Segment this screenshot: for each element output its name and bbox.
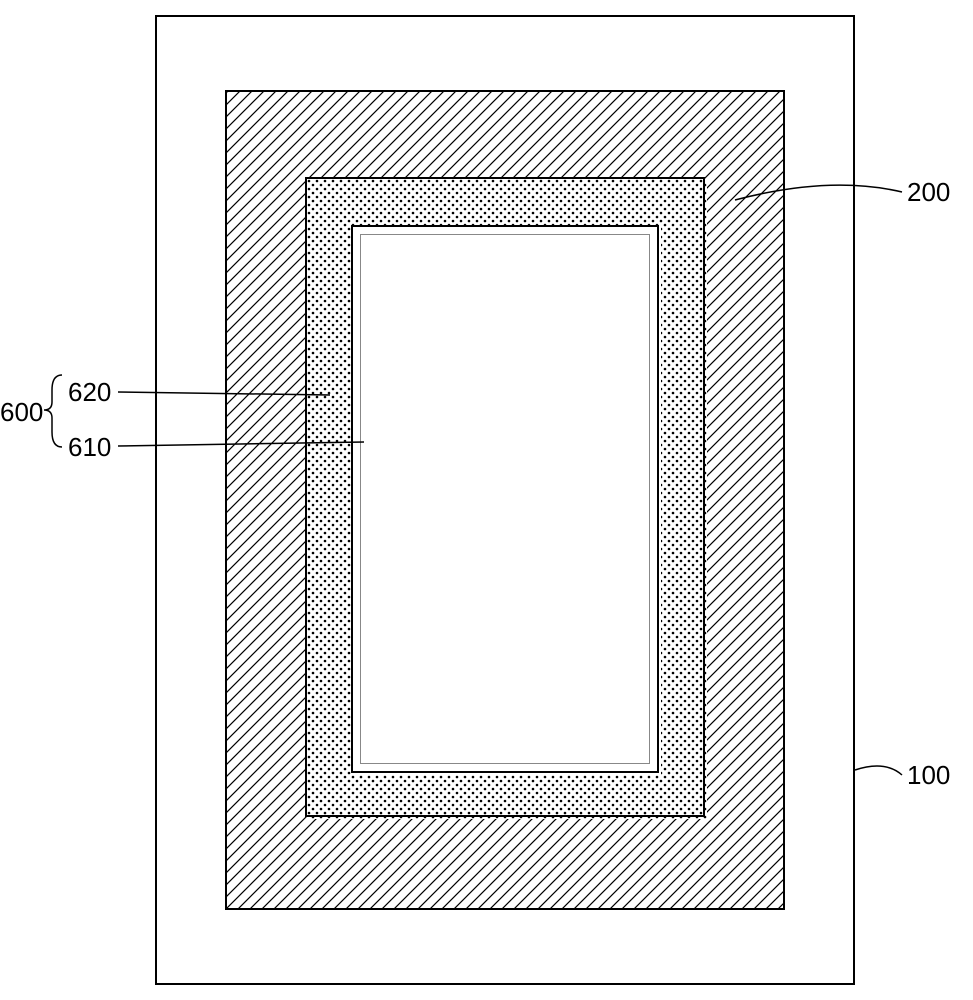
- leader-100: [855, 766, 902, 775]
- label-600: 600: [0, 397, 43, 428]
- inner-window: [360, 234, 650, 764]
- label-620: 620: [68, 377, 111, 408]
- bracket-600: [44, 375, 62, 447]
- diagram-canvas: [155, 15, 855, 985]
- label-100: 100: [907, 760, 950, 791]
- label-610: 610: [68, 432, 111, 463]
- label-200: 200: [907, 177, 950, 208]
